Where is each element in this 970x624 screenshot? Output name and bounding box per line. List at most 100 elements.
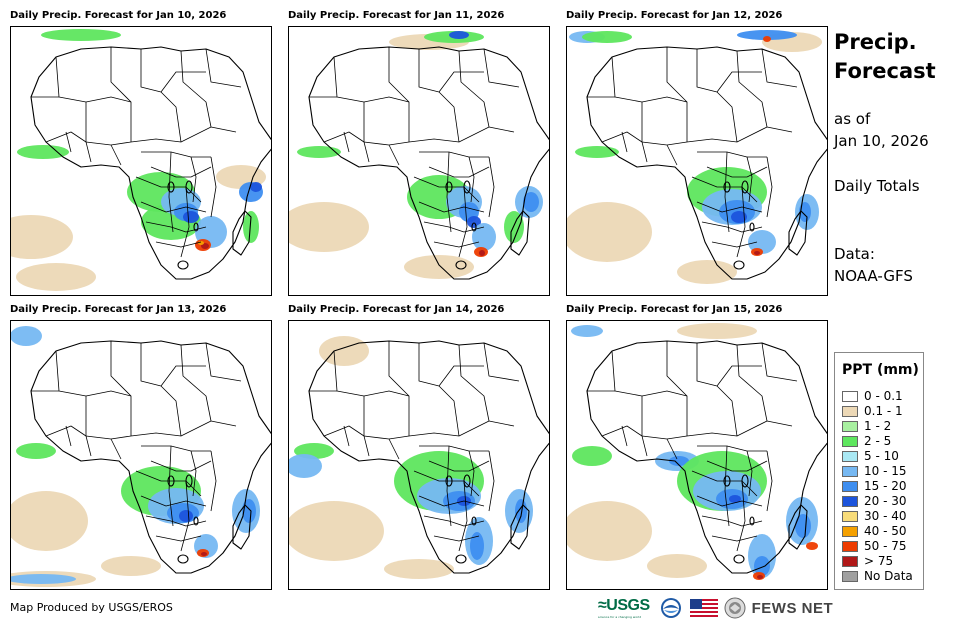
africa-outline [30,340,271,574]
precip-area [737,30,797,40]
precip-area [201,552,207,556]
lake-outline [455,260,467,270]
country-border [363,390,410,397]
legend-label: 5 - 10 [864,449,899,463]
country-border [145,221,207,233]
lake-outline [167,475,175,487]
country-border [141,151,211,158]
country-border [433,535,480,542]
precip-area [384,559,454,579]
country-border [641,435,648,457]
country-border [65,131,72,153]
country-border [746,156,753,203]
country-border [418,495,485,507]
usgs-logo: ≈USGS science for a changing world [598,597,650,619]
precip-area [11,326,42,346]
country-border [641,141,648,163]
country-border [621,131,628,153]
lake-outline [193,516,199,526]
lake-outline [463,474,471,488]
precip-area [748,230,776,254]
precip-area [515,499,527,523]
country-border [701,221,763,233]
country-border [333,350,365,436]
country-border [696,495,763,507]
legend-label: 15 - 20 [864,479,907,493]
country-border [110,341,132,436]
precip-area [101,556,161,576]
africa-map-svg [567,30,827,284]
legend-item: 1 - 2 [842,419,891,433]
precip-area [289,202,369,252]
legend-swatch [842,555,858,567]
country-border [150,460,212,472]
country-border [433,241,480,248]
lake-outline [167,181,175,193]
precip-area [571,325,603,337]
country-border [419,445,489,452]
legend-swatch [842,570,858,582]
country-border [716,71,762,93]
legend-swatch [842,420,858,432]
lake-outline [455,554,467,564]
legend-item: 50 - 75 [842,539,907,553]
precip-area [754,556,770,576]
country-border [458,50,490,128]
country-border [438,71,484,93]
legend-label: 1 - 2 [864,419,892,433]
country-border [724,151,730,233]
country-border [458,480,468,552]
country-border [160,71,206,93]
country-border [488,156,495,218]
precip-area [183,211,199,223]
panel-title: Daily Precip. Forecast for Jan 13, 2026 [10,304,227,315]
country-border [696,201,763,213]
panel-title: Daily Precip. Forecast for Jan 10, 2026 [10,10,227,21]
country-border [145,515,207,527]
country-border [45,131,132,146]
precip-area [504,211,524,243]
country-border [45,425,132,440]
country-border [423,221,485,233]
map-credit: Map Produced by USGS/EROS [10,601,173,614]
country-border [446,445,452,527]
fews-net-logo: FEWS NET [751,599,834,617]
country-border [388,341,410,436]
precip-area [11,574,76,584]
country-border [180,344,212,422]
lake-outline [463,180,471,194]
country-border [736,186,746,258]
country-border [761,342,798,382]
madagascar-outline [788,210,808,256]
legend-item: 0.1 - 1 [842,404,903,418]
precip-area [198,241,204,245]
precip-map [10,26,272,296]
country-border [85,96,132,103]
country-border [419,151,489,158]
sidebar-title: Precip. Forecast [834,28,936,86]
precip-layer [11,29,266,291]
country-border [110,438,122,460]
us-flag-icon [689,599,718,617]
country-border [666,438,678,460]
precip-area [729,495,741,503]
country-border [140,49,182,143]
country-border [697,445,767,452]
madagascar-outline [232,210,252,256]
precip-area [647,554,707,578]
country-border [205,342,242,382]
country-border [601,131,688,146]
country-border [428,460,490,472]
precip-area [16,443,56,459]
legend-swatch [842,435,858,447]
lake-outline [445,181,453,193]
country-borders [30,340,271,574]
precip-area [479,250,485,256]
legend-swatch [842,405,858,417]
country-border [761,48,798,88]
legend-swatch [842,510,858,522]
country-border [428,166,490,178]
precip-area [250,182,262,192]
logo-bar: ≈USGS science for a changing world FEWS … [598,596,833,620]
lake-outline [749,222,755,232]
